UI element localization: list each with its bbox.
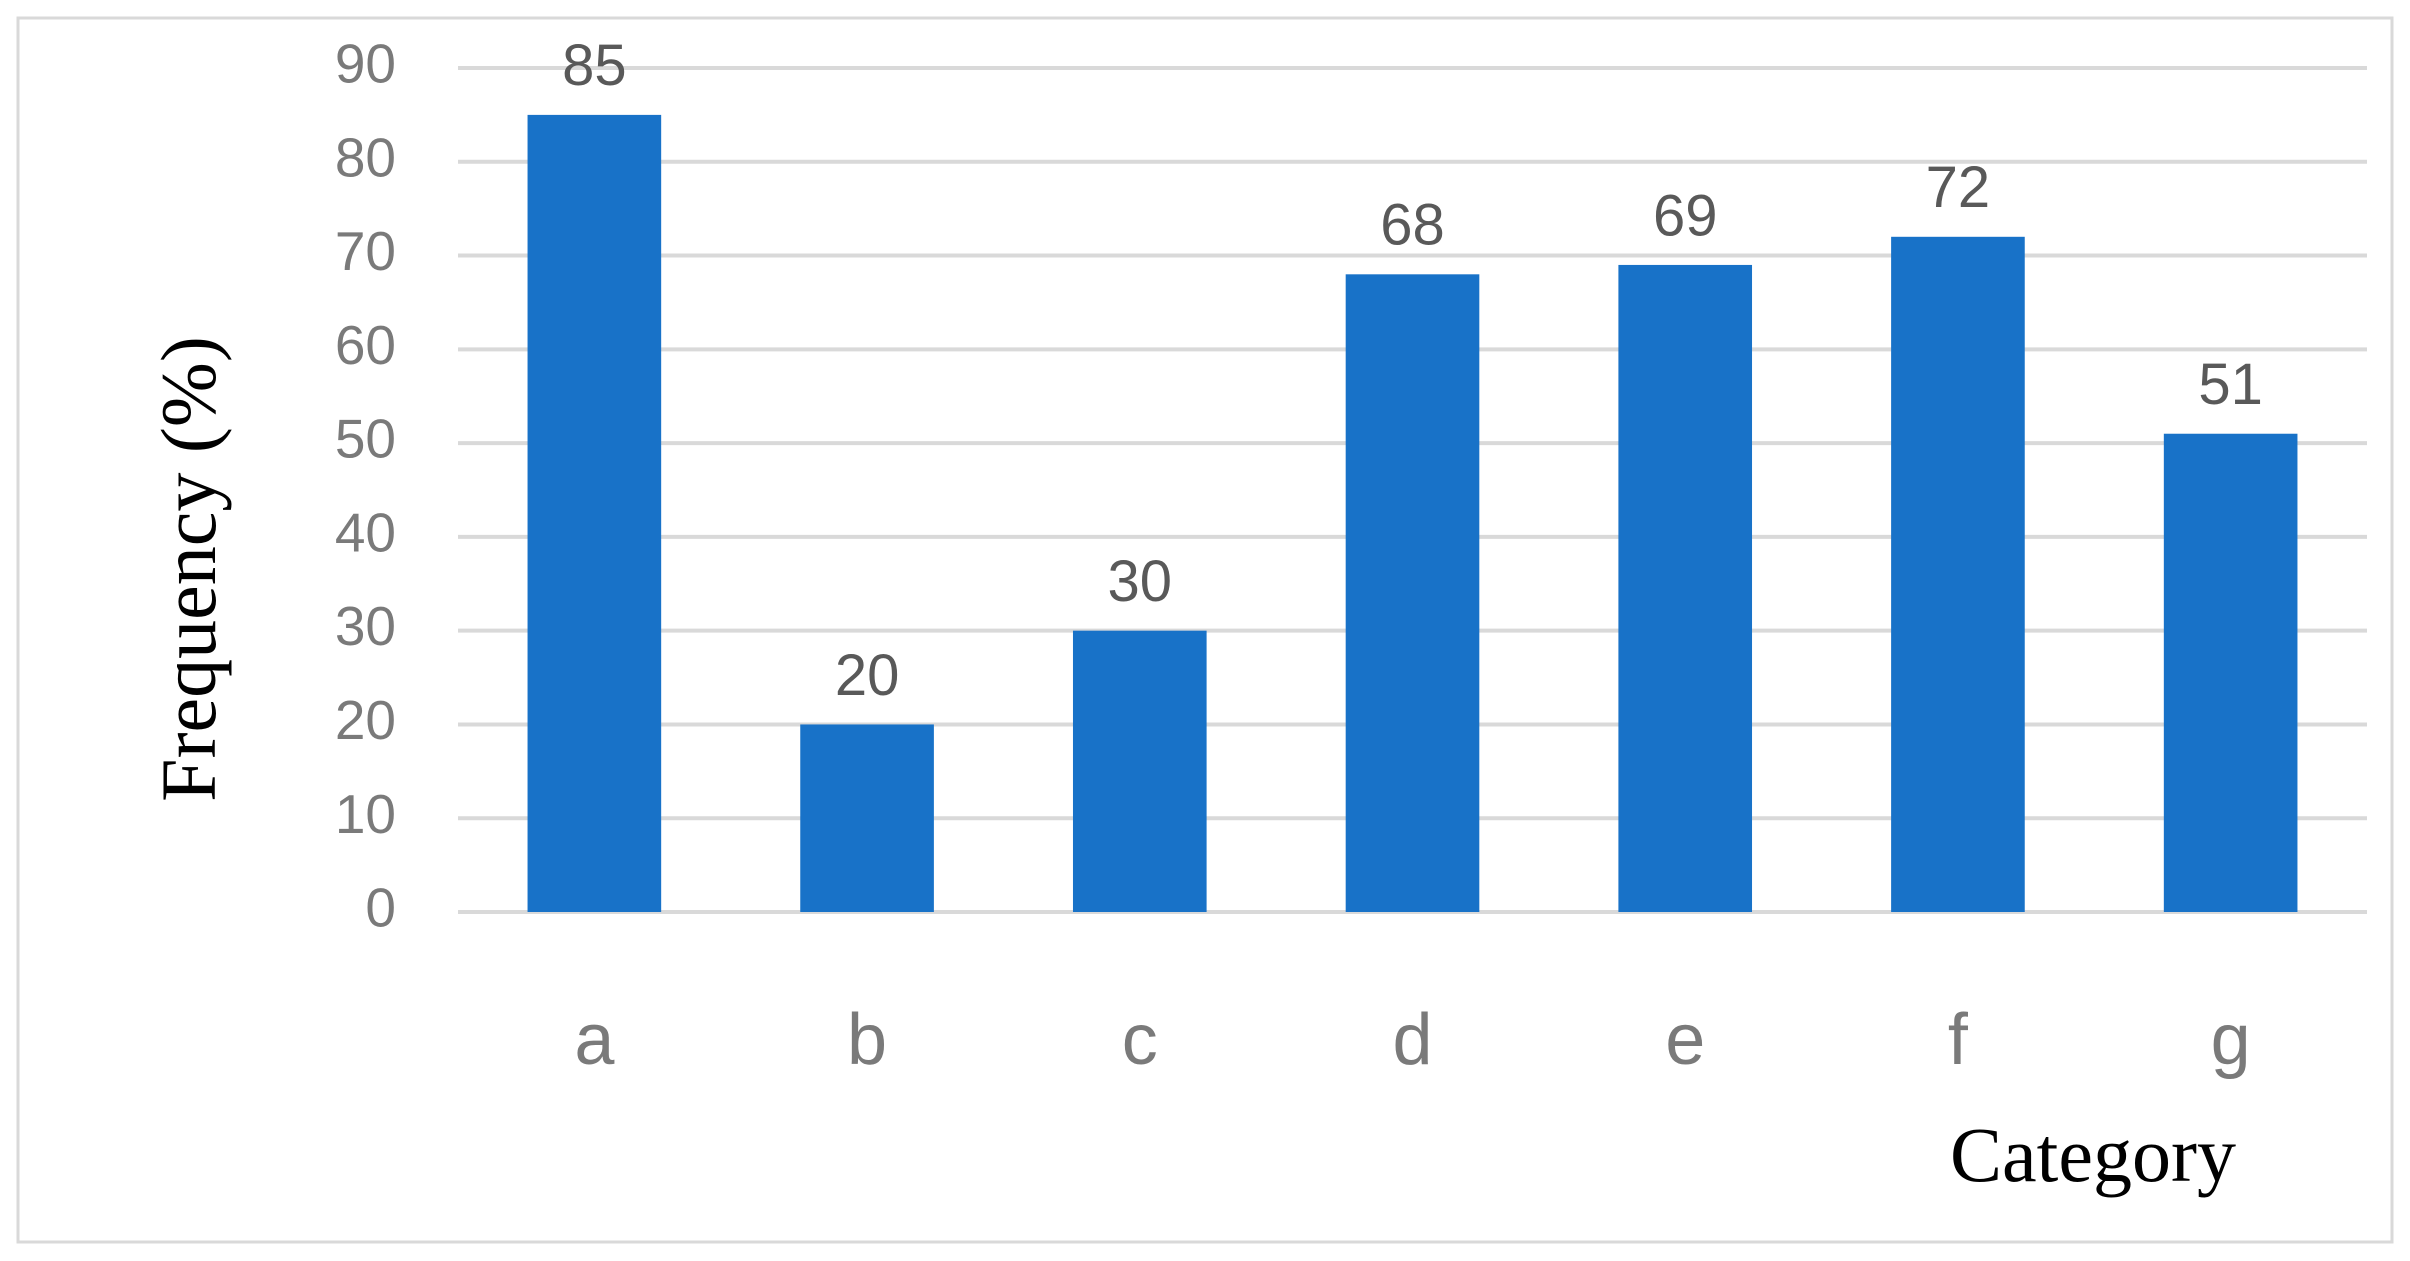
value-label: 69 (1653, 183, 1718, 248)
bar (1072, 630, 1207, 912)
y-tick-label: 90 (335, 33, 396, 95)
y-tick-label: 60 (335, 314, 396, 376)
value-label: 30 (1108, 549, 1173, 614)
y-tick-label: 50 (335, 408, 396, 470)
value-label: 68 (1380, 193, 1445, 258)
y-axis-title: Frequency (%) (145, 336, 232, 802)
value-label: 51 (2198, 352, 2263, 417)
x-tick-label: a (574, 1000, 615, 1080)
x-tick-label: f (1948, 1000, 1969, 1080)
y-tick-label: 30 (335, 595, 396, 657)
value-label: 72 (1926, 155, 1991, 220)
x-tick-label: e (1665, 1000, 1705, 1080)
bar (1891, 236, 2025, 913)
x-tick-label: b (847, 1000, 887, 1080)
y-tick-label: 10 (335, 783, 396, 845)
y-tick-label: 0 (365, 877, 396, 939)
bar (1618, 264, 1753, 912)
x-tick-label: d (1392, 1000, 1432, 1080)
x-axis-title: Category (1950, 1111, 2236, 1198)
x-tick-label: g (2211, 1000, 2251, 1080)
y-tick-label: 80 (335, 126, 396, 188)
bar (2163, 433, 2298, 912)
value-label: 85 (562, 33, 627, 98)
value-label: 20 (835, 643, 900, 708)
y-tick-label: 70 (335, 220, 396, 282)
bar (527, 114, 662, 912)
bar (800, 724, 934, 912)
bar (1345, 274, 1480, 912)
y-tick-label: 40 (335, 501, 396, 563)
y-tick-label: 20 (335, 689, 396, 751)
x-tick-label: c (1122, 1000, 1158, 1080)
